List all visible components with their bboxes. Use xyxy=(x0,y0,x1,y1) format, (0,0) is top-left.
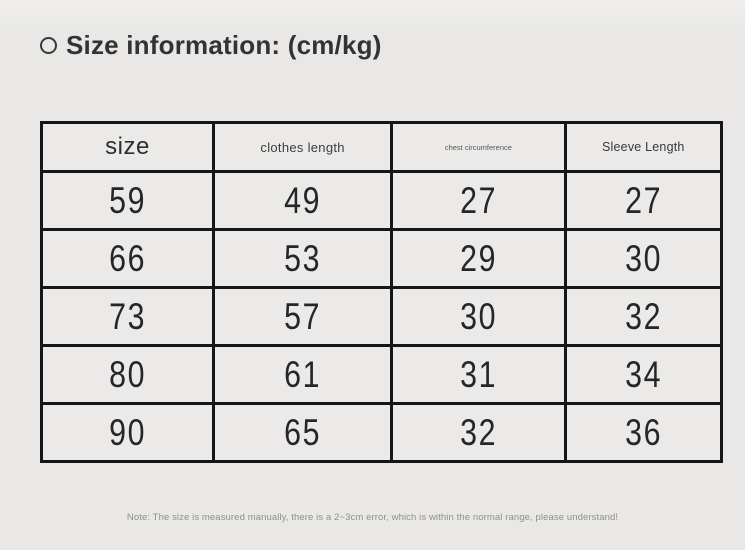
clothes-length-cell: 65 xyxy=(212,402,394,463)
size-value: 80 xyxy=(109,354,147,395)
circle-icon xyxy=(40,37,57,54)
column-header-sleeve-length: Sleeve Length xyxy=(563,121,724,173)
chest-circumference-cell: 32 xyxy=(390,402,567,463)
chest-circumference-value: 32 xyxy=(459,412,497,453)
size-value-cell: 73 xyxy=(39,286,216,347)
sleeve-length-value: 34 xyxy=(624,354,662,395)
size-value-cell: 80 xyxy=(39,344,216,405)
sleeve-length-value: 27 xyxy=(624,180,662,221)
header-row: size clothes length chest circumference … xyxy=(39,121,724,173)
table-row: 66 53 29 30 xyxy=(39,228,724,289)
table-row: 80 61 31 34 xyxy=(39,344,724,405)
chest-circumference-cell: 31 xyxy=(390,344,567,405)
chest-circumference-cell: 30 xyxy=(390,286,567,347)
size-value: 73 xyxy=(109,296,147,337)
size-value-cell: 66 xyxy=(39,228,216,289)
chest-circumference-value: 27 xyxy=(459,180,497,221)
size-value: 66 xyxy=(109,238,147,279)
table-row: 90 65 32 36 xyxy=(39,402,724,463)
size-value: 90 xyxy=(109,412,147,453)
clothes-length-value: 49 xyxy=(284,180,322,221)
sleeve-length-value: 36 xyxy=(624,412,662,453)
table-row: 73 57 30 32 xyxy=(39,286,724,347)
size-value-cell: 59 xyxy=(39,170,216,231)
size-value: 59 xyxy=(109,180,147,221)
page-title: Size information: (cm/kg) xyxy=(40,30,382,61)
clothes-length-value: 61 xyxy=(284,354,322,395)
sleeve-length-cell: 36 xyxy=(563,402,724,463)
column-header-chest-circumference: chest circumference xyxy=(390,121,567,173)
size-table: size clothes length chest circumference … xyxy=(39,121,724,463)
sleeve-length-cell: 30 xyxy=(563,228,724,289)
clothes-length-value: 57 xyxy=(284,296,322,337)
size-value-cell: 90 xyxy=(39,402,216,463)
chest-circumference-value: 29 xyxy=(459,238,497,279)
column-header-size: size xyxy=(39,121,216,173)
measurement-note: Note: The size is measured manually, the… xyxy=(126,512,619,523)
sleeve-length-value: 30 xyxy=(624,238,662,279)
clothes-length-cell: 57 xyxy=(212,286,394,347)
table-row: 59 49 27 27 xyxy=(39,170,724,231)
sleeve-length-cell: 32 xyxy=(563,286,724,347)
clothes-length-cell: 53 xyxy=(212,228,394,289)
sleeve-length-value: 32 xyxy=(624,296,662,337)
clothes-length-value: 65 xyxy=(284,412,322,453)
chest-circumference-value: 30 xyxy=(459,296,497,337)
chest-circumference-value: 31 xyxy=(459,354,497,395)
chest-circumference-cell: 29 xyxy=(390,228,567,289)
chest-circumference-cell: 27 xyxy=(390,170,567,231)
clothes-length-value: 53 xyxy=(284,238,322,279)
sleeve-length-cell: 34 xyxy=(563,344,724,405)
page-title-text: Size information: (cm/kg) xyxy=(66,30,382,60)
clothes-length-cell: 49 xyxy=(212,170,394,231)
sleeve-length-cell: 27 xyxy=(563,170,724,231)
clothes-length-cell: 61 xyxy=(212,344,394,405)
column-header-clothes-length: clothes length xyxy=(212,121,394,173)
